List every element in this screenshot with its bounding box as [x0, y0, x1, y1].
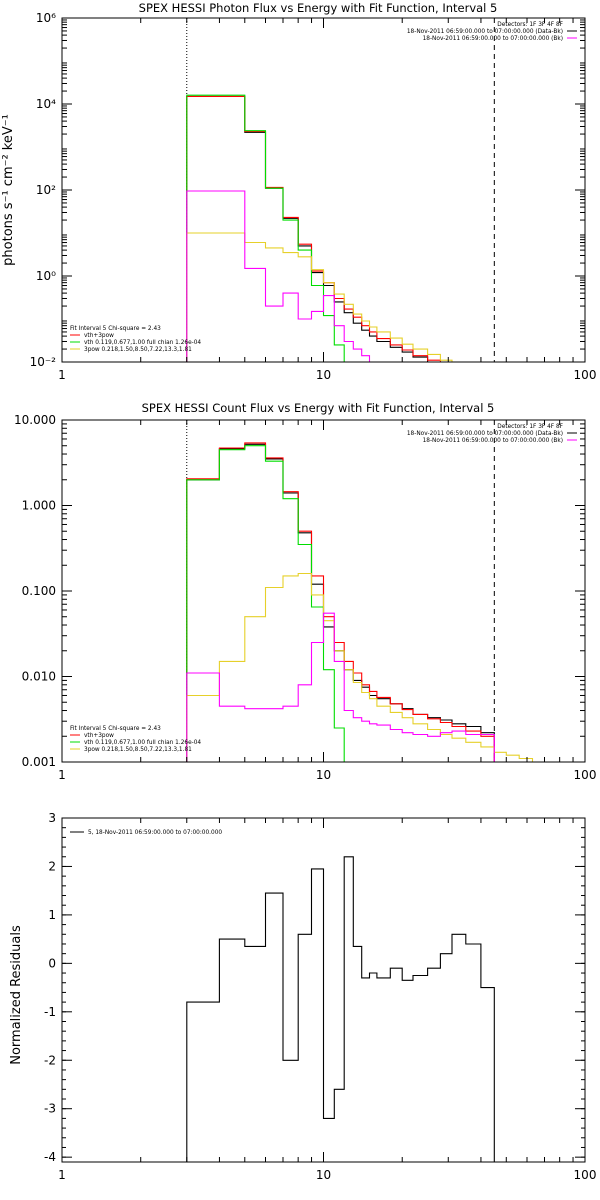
legend-entry: Detectors: 1F 3F 4F 8F: [497, 424, 563, 430]
y-tick-label: -1: [44, 1005, 56, 1019]
legend-entry: Detectors: 1F 3F 4F 8F: [497, 22, 563, 28]
y-tick-label: 10⁶: [36, 11, 56, 25]
y-tick-label: 10⁴: [36, 97, 56, 111]
y-tick-label: 3: [48, 811, 56, 825]
x-tick-label: 100: [574, 368, 597, 382]
y-tick-label: 0.001: [22, 755, 56, 769]
y-tick-label: -3: [44, 1102, 56, 1116]
count-flux-panel: SPEX HESSI Count Flux vs Energy with Fit…: [14, 401, 596, 782]
legend-entry: 18-Nov-2011 06:59:00.000 to 07:00:00.000…: [423, 438, 563, 444]
x-tick-label: 10: [316, 1168, 331, 1182]
series-vth: [186, 445, 354, 762]
x-tick-label: 10: [316, 368, 331, 382]
y-tick-label: 0: [48, 956, 56, 970]
series-data-bk: [186, 95, 507, 362]
series-group: [186, 442, 585, 762]
x-tick-label: 100: [574, 1168, 597, 1182]
legend-entry: vth+3pow: [84, 333, 114, 339]
legend-entry: vth 0.119,0.677,1.00 full chian 1.26e-04: [84, 340, 201, 346]
x-tick-label: 1: [58, 768, 66, 782]
legend-entry: vth+3pow: [84, 733, 114, 739]
y-tick-label: 2: [48, 859, 56, 873]
series-vth-3pow: [186, 442, 495, 762]
series-3pow: [186, 572, 585, 762]
series-bk: [186, 612, 495, 762]
y-tick-label: 0.010: [22, 670, 56, 684]
y-tick-label: 10⁰: [36, 269, 56, 283]
x-tick-label: 100: [574, 768, 597, 782]
legend-entry: 5, 18-Nov-2011 06:59:00.000 to 07:00:00.…: [88, 830, 222, 836]
legend-entry: vth 0.119,0.677,1.00 full chian 1.26e-04: [84, 740, 201, 746]
series-5-18-nov-2011-06-59-00-000-to-07-00-00-000: [186, 856, 495, 1162]
legend-entry: 18-Nov-2011 06:59:00.000 to 07:00:00.000…: [407, 29, 563, 35]
y-tick-label: 10²: [36, 183, 56, 197]
y-tick-label: -4: [44, 1150, 56, 1164]
y-tick-label: 10⁻²: [30, 355, 57, 369]
y-tick-label: 1.000: [22, 499, 56, 513]
y-axis-label: Normalized Residuals: [9, 925, 24, 1065]
y-tick-label: 1: [48, 908, 56, 922]
series-group: [186, 856, 495, 1162]
panel-title: SPEX HESSI Photon Flux vs Energy with Fi…: [139, 1, 498, 15]
series-data-bk: [186, 443, 495, 762]
legend-entry: 3pow 0.218,1.50,8.50,7.22,13.3,1.81: [84, 747, 192, 753]
x-tick-label: 10: [316, 768, 331, 782]
series-group: [186, 94, 534, 362]
panel-title: SPEX HESSI Count Flux vs Energy with Fit…: [142, 401, 495, 415]
y-axis-label: photons s⁻¹ cm⁻² keV⁻¹: [1, 114, 16, 266]
plot-area: 1 10 100 -4 -3 -2 -1 0 1 2 3 5, 18-Nov-2011 06:59:0…: [44, 811, 596, 1182]
legend-entry: 18-Nov-2011 06:59:00.000 to 07:00:00.000…: [407, 431, 563, 437]
legend-entry: Fit Interval 5 Chi-square = 2.43: [70, 726, 161, 732]
y-tick-label: 10.000: [14, 413, 56, 427]
plot-area: 1 10 100 0.001 0.010 0.100 1.000 10.000 Detector…: [14, 413, 596, 782]
residuals-panel: Normalized Residuals 1 10 100 -4 -3 -2 -1 0 1 2 3 5…: [9, 811, 596, 1182]
plot-area: 1 10 100 10⁻² 10⁰ 10² 10⁴ 10⁶ Detectors: 1F 3F 4…: [30, 11, 597, 382]
series-vth-3pow: [186, 95, 507, 362]
x-tick-label: 1: [58, 368, 66, 382]
series-bk: [186, 190, 507, 362]
legend-entry: 18-Nov-2011 06:59:00.000 to 07:00:00.000…: [423, 36, 563, 42]
y-tick-label: -2: [44, 1053, 56, 1067]
series-3pow: [186, 232, 534, 362]
photon-flux-panel: SPEX HESSI Photon Flux vs Energy with Fi…: [1, 1, 596, 382]
series-vth: [186, 94, 354, 362]
legend-entry: Fit Interval 5 Chi-square = 2.43: [70, 326, 161, 332]
legend-entry: 3pow 0.218,1.50,8.50,7.22,13.3,1.81: [84, 347, 192, 353]
y-tick-label: 0.100: [22, 584, 56, 598]
x-tick-label: 1: [58, 1168, 66, 1182]
